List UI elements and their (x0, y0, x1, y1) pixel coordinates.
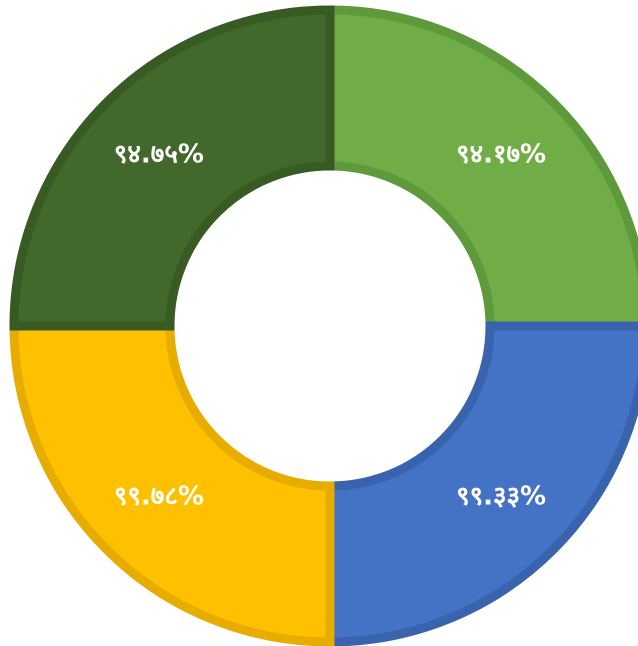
donut-slice-1 (325, 5, 638, 331)
slice-label-1: ९४.१७% (456, 139, 546, 169)
slice-label-2: ९९.३३% (456, 482, 546, 512)
donut-slice-3 (9, 321, 335, 646)
slice-label-3: ९९.७८% (114, 482, 204, 512)
donut-slice-4 (9, 5, 335, 331)
donut-slice-2 (325, 321, 638, 646)
slice-label-4: ९४.७५% (114, 139, 204, 169)
